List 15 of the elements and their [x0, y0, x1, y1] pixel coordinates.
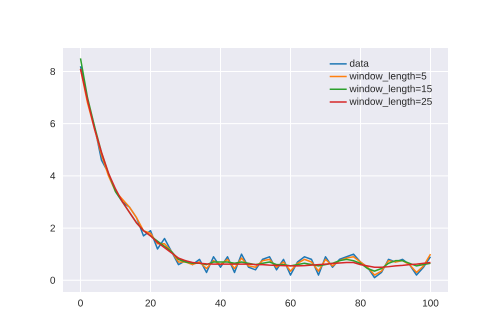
x-tick-label: 40	[215, 300, 226, 307]
legend-label: window_length=5	[349, 72, 426, 82]
x-tick-label: 60	[285, 300, 296, 307]
y-tick-label: 8	[50, 68, 56, 75]
y-tick-label: 0	[50, 276, 56, 284]
legend-label: window_length=25	[349, 98, 432, 107]
legend-label: data	[350, 60, 369, 67]
y-tick-label: 2	[50, 224, 55, 232]
x-tick-label: 80	[355, 300, 366, 307]
x-tick-label: 100	[422, 300, 438, 307]
x-tick-label: 20	[145, 300, 156, 307]
y-tick-label: 4	[50, 172, 56, 180]
x-tick-label: 0	[78, 300, 83, 307]
y-tick-label: 6	[50, 120, 56, 128]
legend-label: window_length=15	[349, 84, 432, 94]
